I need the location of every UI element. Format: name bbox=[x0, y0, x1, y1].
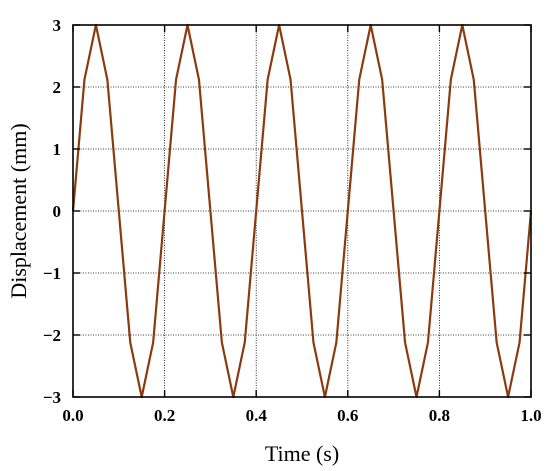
y-tick-label: 2 bbox=[53, 78, 62, 97]
x-tick-label: 0.6 bbox=[337, 406, 358, 425]
ticks: 0.0 0.2 0.4 0.6 0.8 1.0 −3 −2 −1 0 1 2 3 bbox=[43, 16, 542, 425]
y-tick-label: −3 bbox=[43, 388, 61, 407]
x-tick-label: 0.0 bbox=[62, 406, 83, 425]
trace bbox=[71, 23, 533, 399]
y-tick-label: −1 bbox=[43, 264, 61, 283]
y-tick-label: −2 bbox=[43, 326, 61, 345]
y-axis-label: Displacement (mm) bbox=[6, 123, 31, 298]
x-tick-label: 0.8 bbox=[429, 406, 450, 425]
series-line bbox=[71, 23, 533, 399]
x-tick-label: 0.2 bbox=[154, 406, 175, 425]
y-tick-label: 1 bbox=[53, 140, 62, 159]
y-tick-label: 3 bbox=[53, 16, 62, 35]
y-tick-label: 0 bbox=[53, 202, 62, 221]
x-tick-label: 0.4 bbox=[246, 406, 268, 425]
x-tick-label: 1.0 bbox=[520, 406, 541, 425]
x-axis-label: Time (s) bbox=[265, 441, 339, 466]
